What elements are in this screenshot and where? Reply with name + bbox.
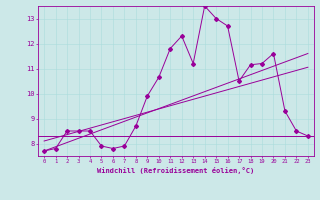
X-axis label: Windchill (Refroidissement éolien,°C): Windchill (Refroidissement éolien,°C): [97, 167, 255, 174]
